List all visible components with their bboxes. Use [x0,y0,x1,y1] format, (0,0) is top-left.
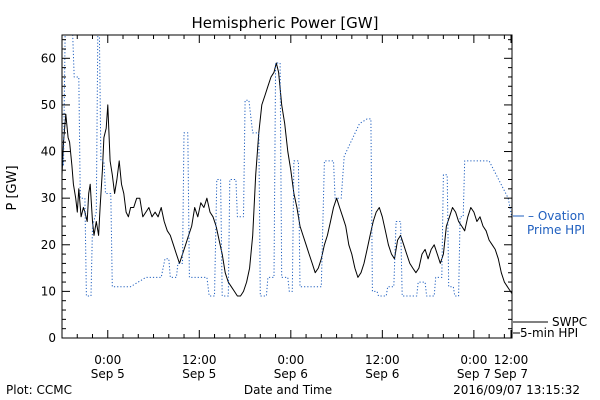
y-tick-label: 0 [48,331,56,345]
x-tick-label-date: Sep 5 [91,367,125,381]
y-tick-label: 50 [41,98,56,112]
x-tick-label-time: 12:00 [182,353,217,367]
x-tick-label-time: 12:00 [494,353,529,367]
x-tick-label-date: Sep 7 [457,367,491,381]
ovation-legend-label: – Ovation [528,209,585,223]
y-axis-label: P [GW] [5,165,20,210]
y-tick-label: 60 [41,51,56,65]
x-tick-label-date: Sep 7 [494,367,528,381]
y-tick-label: 30 [41,191,56,205]
swpc-legend-label: SWPC [552,315,587,329]
plot-frame [61,34,513,339]
ovation-legend-label: Prime HPI [527,223,585,237]
x-axis-label: Date and Time [244,383,332,397]
timestamp: 2016/09/07 13:15:32 [453,383,580,397]
x-tick-label-time: 0:00 [94,353,121,367]
series-line-0 [62,62,512,297]
plot-credit: Plot: CCMC [6,383,72,397]
x-tick-label-time: 0:00 [277,353,304,367]
series-line-1 [62,35,512,297]
y-tick-label: 20 [41,238,56,252]
x-tick-label-time: 0:00 [460,353,487,367]
y-tick-label: 40 [41,145,56,159]
y-tick-label: 10 [41,284,56,298]
swpc-legend-label: 5-min HPI [520,326,578,340]
x-tick-label-date: Sep 5 [182,367,216,381]
chart-title: Hemispheric Power [GW] [192,14,379,32]
x-tick-label-date: Sep 6 [365,367,399,381]
x-tick-label-time: 12:00 [365,353,400,367]
x-tick-label-date: Sep 6 [274,367,308,381]
